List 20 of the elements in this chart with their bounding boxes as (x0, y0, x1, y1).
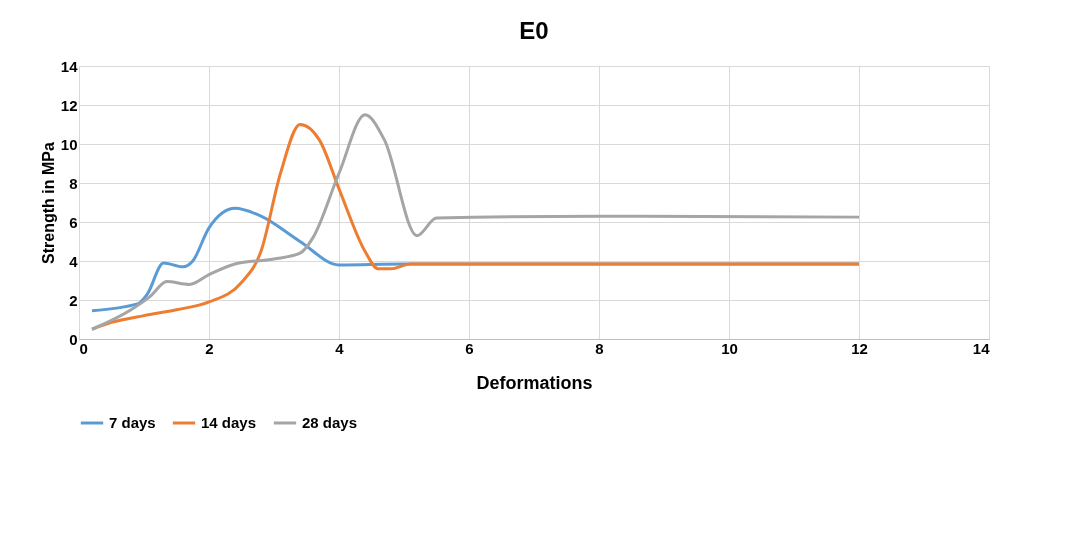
y-tick-label: 4 (69, 252, 79, 270)
x-axis-title: Deformations (476, 372, 593, 393)
x-tick-label: 12 (851, 339, 868, 357)
y-tick-label: 2 (69, 291, 78, 309)
legend-label: 7 days (109, 414, 156, 431)
legend-label: 14 days (201, 414, 257, 431)
x-tick-label: 2 (205, 339, 214, 357)
x-tick-label: 14 (972, 339, 991, 357)
x-tick-label: 4 (335, 339, 345, 357)
y-tick-label: 10 (60, 135, 78, 153)
legend-label: 28 days (302, 414, 358, 431)
y-tick-label: 8 (69, 174, 78, 192)
y-axis-title: Strength in MPa (39, 142, 57, 264)
chart-title: E0 (519, 17, 549, 44)
x-tick-label: 8 (595, 339, 604, 357)
x-tick-label: 10 (721, 339, 738, 357)
y-tick-label: 14 (60, 57, 79, 75)
x-tick-label: 6 (465, 339, 474, 357)
y-tick-label: 6 (69, 213, 78, 231)
y-tick-label: 12 (60, 96, 78, 114)
